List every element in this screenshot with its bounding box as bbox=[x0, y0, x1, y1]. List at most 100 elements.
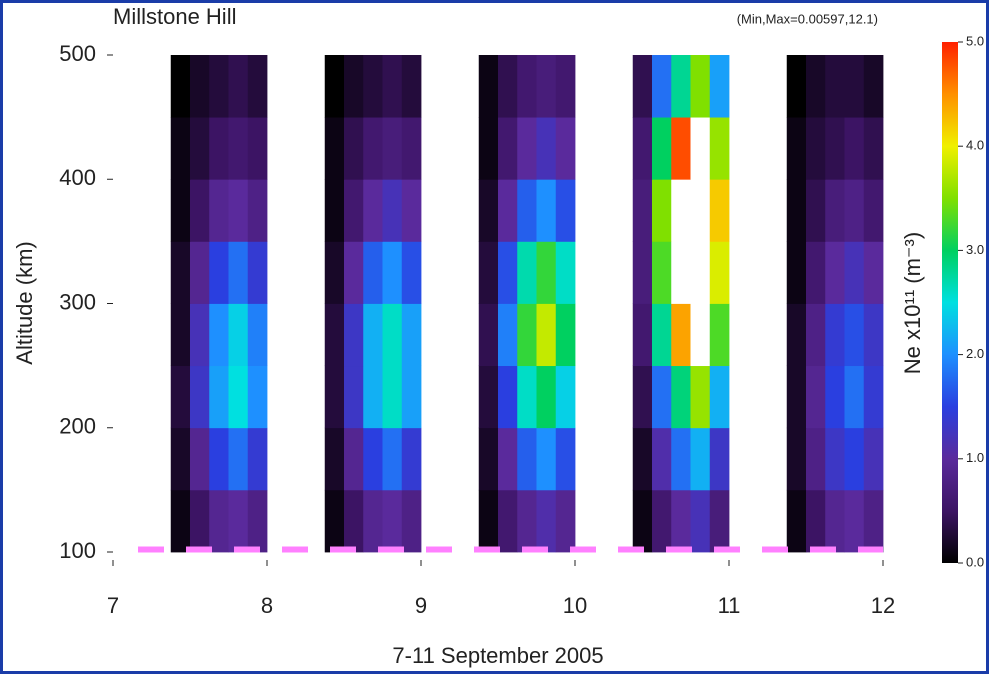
heatmap-cell bbox=[825, 117, 845, 180]
chart-title: Millstone Hill bbox=[113, 4, 236, 29]
heatmap-cell bbox=[209, 489, 229, 553]
heatmap-cell bbox=[652, 117, 672, 180]
heatmap-cell bbox=[478, 55, 499, 118]
heatmap-cell bbox=[401, 117, 422, 180]
heatmap-cell bbox=[401, 489, 422, 553]
heatmap-cell bbox=[517, 117, 537, 180]
heatmap-cell bbox=[709, 55, 730, 118]
x-tick-label: 12 bbox=[871, 593, 895, 618]
heatmap-cell bbox=[517, 179, 537, 242]
heatmap-cell bbox=[806, 179, 826, 242]
heatmap-cell bbox=[228, 55, 249, 118]
heatmap-cell bbox=[401, 427, 422, 491]
heatmap-cell bbox=[709, 117, 730, 180]
heatmap-cell bbox=[247, 179, 268, 242]
heatmap-cell bbox=[228, 365, 249, 429]
heatmap-cell bbox=[190, 117, 210, 180]
heatmap-cell bbox=[709, 241, 730, 304]
heatmap-cell bbox=[344, 241, 364, 304]
heatmap-cell bbox=[825, 55, 845, 118]
heatmap-cell bbox=[517, 365, 537, 429]
colorbar-tick-label: 3.0 bbox=[966, 242, 984, 257]
heatmap-cell bbox=[690, 427, 711, 491]
heatmap-cell bbox=[806, 427, 826, 491]
heatmap-cell bbox=[344, 117, 364, 180]
heatmap-cell bbox=[671, 427, 691, 491]
colorbar-tick-label: 4.0 bbox=[966, 138, 984, 153]
heatmap-cell bbox=[324, 427, 345, 491]
heatmap-cell bbox=[786, 241, 807, 304]
heatmap-cell bbox=[806, 117, 826, 180]
heatmap-cell bbox=[690, 179, 711, 242]
heatmap-cell bbox=[806, 489, 826, 553]
heatmap-cell bbox=[190, 241, 210, 304]
y-tick-label: 300 bbox=[59, 289, 96, 314]
heatmap-cell bbox=[382, 303, 403, 367]
heatmap-cell bbox=[671, 55, 691, 118]
heatmap-cell bbox=[536, 303, 557, 367]
heatmap-cell bbox=[825, 427, 845, 491]
heatmap-cell bbox=[690, 55, 711, 118]
heatmap-cell bbox=[401, 303, 422, 367]
heatmap-cell bbox=[170, 241, 191, 304]
heatmap-cell bbox=[209, 179, 229, 242]
heatmap-cell bbox=[632, 241, 653, 304]
heatmap-cell bbox=[825, 489, 845, 553]
heatmap-cell bbox=[209, 55, 229, 118]
heatmap-cell bbox=[363, 489, 383, 553]
heatmap-cell bbox=[517, 241, 537, 304]
heatmap-cell bbox=[344, 179, 364, 242]
heatmap-cell bbox=[478, 489, 499, 553]
heatmap-cell bbox=[652, 303, 672, 367]
heatmap-cell bbox=[632, 303, 653, 367]
heatmap-cell bbox=[363, 55, 383, 118]
heatmap-cell bbox=[247, 55, 268, 118]
colorbar-tick-label: 5.0 bbox=[966, 33, 984, 48]
heatmap-cell bbox=[632, 365, 653, 429]
heatmap-cell bbox=[536, 241, 557, 304]
heatmap-cell bbox=[632, 427, 653, 491]
heatmap-cell bbox=[209, 117, 229, 180]
heatmap-cell bbox=[170, 55, 191, 118]
heatmap-cell bbox=[652, 365, 672, 429]
heatmap-cell bbox=[690, 489, 711, 553]
heatmap-cell bbox=[690, 365, 711, 429]
heatmap-cell bbox=[806, 303, 826, 367]
heatmap-cell bbox=[170, 303, 191, 367]
heatmap-cell bbox=[844, 427, 865, 491]
x-axis-label: 7-11 September 2005 bbox=[392, 643, 603, 668]
x-tick-label: 9 bbox=[415, 593, 427, 618]
heatmap-cell bbox=[324, 179, 345, 242]
heatmap-cell bbox=[170, 365, 191, 429]
heatmap-cell bbox=[247, 117, 268, 180]
heatmap-cell bbox=[652, 489, 672, 553]
heatmap-cell bbox=[498, 55, 518, 118]
heatmap-cell bbox=[382, 55, 403, 118]
heatmap-cell bbox=[555, 241, 576, 304]
heatmap-cell bbox=[844, 55, 865, 118]
heatmap-cell bbox=[170, 179, 191, 242]
heatmap-cell bbox=[844, 241, 865, 304]
heatmap-cell bbox=[498, 117, 518, 180]
heatmap-cell bbox=[228, 427, 249, 491]
heatmap-cell bbox=[324, 241, 345, 304]
heatmap-cell bbox=[363, 427, 383, 491]
heatmap-cell bbox=[709, 427, 730, 491]
colorbar-tick-label: 1.0 bbox=[966, 450, 984, 465]
heatmap-cell bbox=[401, 55, 422, 118]
heatmap-cell bbox=[806, 241, 826, 304]
heatmap-cell bbox=[344, 55, 364, 118]
heatmap-cell bbox=[382, 427, 403, 491]
heatmap-cell bbox=[382, 241, 403, 304]
heatmap-cell bbox=[324, 303, 345, 367]
heatmap-cell bbox=[536, 489, 557, 553]
heatmap-cell bbox=[498, 365, 518, 429]
heatmap-cell bbox=[652, 55, 672, 118]
heatmap-cell bbox=[632, 117, 653, 180]
heatmap-cell bbox=[363, 303, 383, 367]
x-tick-label: 10 bbox=[563, 593, 587, 618]
heatmap-cell bbox=[844, 179, 865, 242]
heatmap-cell bbox=[863, 241, 884, 304]
heatmap-cell bbox=[844, 303, 865, 367]
